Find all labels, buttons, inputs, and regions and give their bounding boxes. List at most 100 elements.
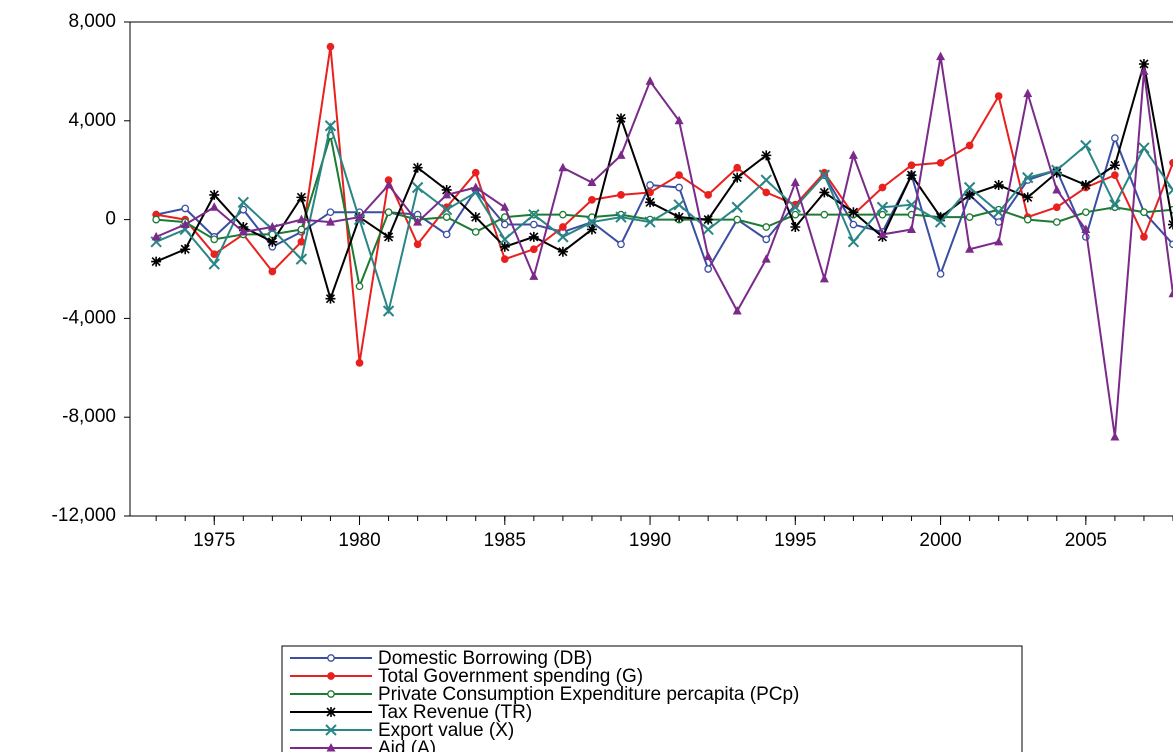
marker xyxy=(1081,208,1090,217)
legend-label: Domestic Borrowing (DB) xyxy=(378,648,592,669)
marker xyxy=(471,228,480,236)
marker xyxy=(762,188,771,197)
legend-box xyxy=(281,645,1023,752)
marker xyxy=(1140,233,1148,241)
marker xyxy=(1052,218,1061,226)
marker xyxy=(500,255,509,263)
marker xyxy=(181,204,190,213)
marker xyxy=(355,282,364,291)
marker xyxy=(326,707,336,717)
marker xyxy=(1022,192,1033,203)
marker xyxy=(1052,203,1061,212)
marker xyxy=(500,220,509,229)
marker xyxy=(1110,431,1120,441)
marker xyxy=(586,216,598,228)
marker xyxy=(151,231,161,241)
marker xyxy=(325,724,337,736)
marker xyxy=(1111,134,1119,142)
marker xyxy=(964,189,975,200)
legend-label: Aid (A) xyxy=(378,738,436,752)
marker xyxy=(992,206,1005,218)
marker xyxy=(877,229,887,238)
marker xyxy=(965,141,974,150)
marker xyxy=(762,223,771,231)
marker xyxy=(500,202,510,211)
marker xyxy=(936,158,945,167)
marker xyxy=(324,120,337,132)
marker xyxy=(355,359,364,367)
marker xyxy=(1052,184,1062,194)
marker xyxy=(413,217,423,226)
marker xyxy=(645,197,656,208)
marker xyxy=(965,213,974,221)
marker xyxy=(413,240,422,249)
x-tick-label: 1990 xyxy=(629,530,671,551)
marker xyxy=(790,177,800,187)
marker xyxy=(616,150,626,159)
marker xyxy=(499,241,510,252)
y-tick-label: 8,000 xyxy=(68,11,116,32)
marker xyxy=(994,236,1004,246)
marker xyxy=(617,240,625,249)
marker xyxy=(210,235,219,244)
marker xyxy=(936,51,946,61)
marker xyxy=(558,162,568,172)
marker xyxy=(237,196,250,209)
marker xyxy=(1169,240,1173,249)
marker xyxy=(557,246,568,257)
marker xyxy=(442,230,451,239)
marker xyxy=(934,216,947,228)
marker xyxy=(528,208,540,221)
marker xyxy=(499,233,511,246)
marker xyxy=(471,168,480,177)
y-tick-label: 4,000 xyxy=(68,110,116,131)
marker xyxy=(993,180,1004,191)
marker xyxy=(557,231,569,243)
marker xyxy=(1111,171,1119,179)
marker xyxy=(820,210,829,219)
marker xyxy=(675,171,683,179)
marker xyxy=(732,172,743,183)
line xyxy=(155,56,1173,438)
marker xyxy=(268,267,277,276)
marker xyxy=(703,214,714,225)
marker xyxy=(586,224,597,235)
marker xyxy=(412,162,423,173)
legend-label: Private Consumption Expenditure percapit… xyxy=(378,684,799,705)
marker xyxy=(1080,180,1091,191)
marker xyxy=(1138,142,1150,154)
marker xyxy=(209,202,219,211)
marker xyxy=(1023,215,1032,224)
marker xyxy=(615,113,626,124)
marker xyxy=(907,161,916,170)
marker xyxy=(819,273,829,283)
marker xyxy=(529,271,539,280)
marker xyxy=(442,213,451,221)
y-tick-label: -12,000 xyxy=(52,505,116,526)
marker xyxy=(965,244,975,253)
x-tick-label: 1980 xyxy=(338,530,380,551)
marker xyxy=(1139,66,1149,75)
marker xyxy=(645,76,655,85)
marker xyxy=(878,210,887,219)
marker xyxy=(1138,58,1149,69)
marker xyxy=(470,212,481,223)
marker xyxy=(559,210,567,219)
marker xyxy=(644,216,656,228)
marker xyxy=(1109,199,1121,211)
marker xyxy=(907,224,917,233)
marker xyxy=(152,215,160,224)
x-tick-label: 1995 xyxy=(774,530,816,551)
marker xyxy=(327,690,335,698)
marker xyxy=(296,192,307,203)
y-tick-label: -4,000 xyxy=(62,307,116,328)
marker xyxy=(704,191,713,199)
marker xyxy=(296,214,306,224)
marker xyxy=(326,42,335,51)
x-tick-label: 1985 xyxy=(484,530,526,551)
legend-label: Total Government spending (G) xyxy=(378,666,643,687)
marker xyxy=(1051,167,1062,178)
marker xyxy=(297,237,306,246)
marker xyxy=(1109,160,1120,171)
